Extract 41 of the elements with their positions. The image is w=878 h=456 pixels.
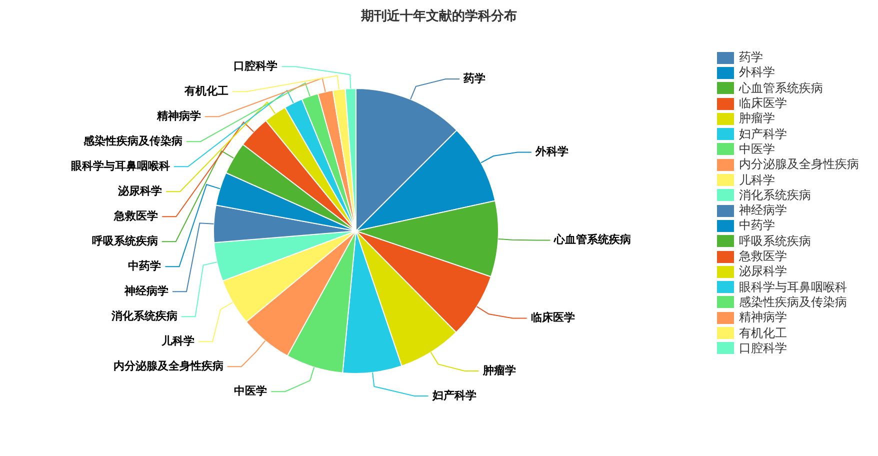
- slice-label: 呼吸系统疾病: [92, 234, 158, 248]
- slice-label: 中医学: [234, 384, 268, 398]
- legend-label: 内分泌腺及全身性疾病: [739, 156, 859, 174]
- slice-label: 肿瘤学: [482, 364, 516, 377]
- legend-label: 临床医学: [739, 95, 787, 112]
- slice-label: 外科学: [534, 145, 568, 158]
- legend-label: 呼吸系统疾病: [739, 232, 811, 250]
- chart-title: 期刊近十年文献的学科分布: [360, 8, 518, 25]
- legend-label: 口腔科学: [739, 340, 787, 357]
- legend-label: 中药学: [739, 217, 775, 234]
- slice-label: 眼科学与耳鼻咽喉科: [70, 159, 170, 172]
- slice-label: 口腔科学: [234, 59, 278, 72]
- slice-label: 泌尿科学: [117, 184, 162, 198]
- slice-label: 精神病学: [156, 109, 201, 122]
- legend-label: 眼科学与耳鼻咽喉科: [739, 278, 847, 296]
- legend-label: 肿瘤学: [739, 110, 775, 128]
- slice-label: 中药学: [128, 259, 162, 272]
- slice-label: 临床医学: [530, 311, 575, 324]
- slice-label: 心血管系统疾病: [553, 233, 632, 246]
- slice-label: 内分泌腺及全身性疾病: [113, 359, 224, 372]
- slice-label: 神经病学: [124, 284, 168, 298]
- slice-label: 药学: [462, 72, 486, 85]
- legend-label: 急救医学: [739, 248, 787, 265]
- slice-label: 儿科学: [160, 334, 195, 348]
- legend-label: 有机化工: [739, 324, 787, 342]
- legend-label: 感染性疾病及传染病: [739, 294, 847, 311]
- legend-label: 中医学: [739, 140, 775, 158]
- legend-label: 泌尿科学: [739, 263, 787, 280]
- legend-label: 儿科学: [739, 172, 775, 189]
- legend-label: 外科学: [739, 64, 775, 82]
- slice-label: 急救医学: [113, 209, 158, 222]
- legend-label: 妇产科学: [739, 126, 787, 143]
- slice-label: 有机化工: [183, 84, 228, 98]
- legend-label: 神经病学: [739, 202, 787, 219]
- legend-label: 消化系统疾病: [739, 186, 811, 204]
- slice-label: 消化系统疾病: [110, 309, 178, 322]
- legend-label: 精神病学: [739, 309, 787, 326]
- slice-label: 感染性疾病及传染病: [82, 134, 182, 148]
- legend-label: 心血管系统疾病: [739, 80, 823, 97]
- slice-label: 妇产科学: [431, 388, 476, 402]
- legend-label: 药学: [739, 49, 763, 66]
